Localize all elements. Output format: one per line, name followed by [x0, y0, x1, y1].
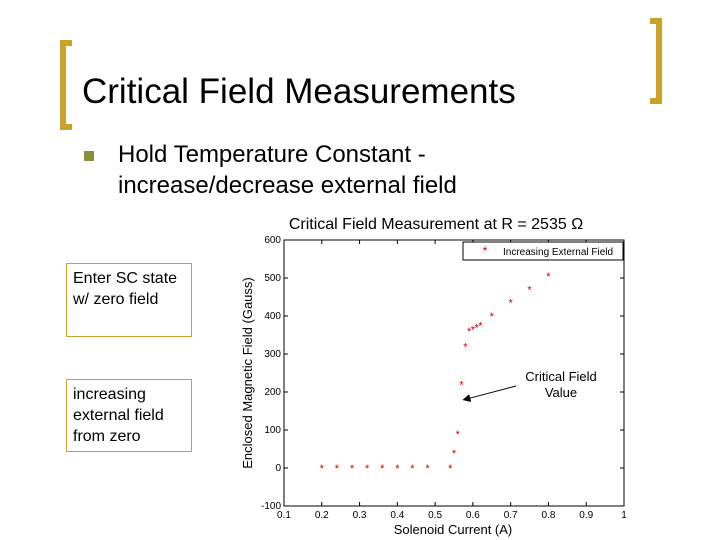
- data-point: *: [490, 311, 495, 323]
- data-point: *: [463, 341, 468, 353]
- chart-legend: * Increasing External Field: [462, 241, 624, 261]
- data-point: *: [320, 463, 325, 475]
- data-point: *: [478, 321, 483, 333]
- slide-title: Critical Field Measurements: [82, 72, 516, 111]
- y-tick-label: 600: [264, 235, 281, 246]
- legend-marker-icon: *: [483, 244, 488, 258]
- bullet-text: Hold Temperature Constant - increase/dec…: [118, 141, 457, 199]
- left-bracket-decoration: [60, 40, 72, 130]
- legend-label: Increasing External Field: [503, 247, 613, 258]
- data-point: *: [452, 448, 457, 460]
- y-tick-label: 100: [264, 425, 281, 436]
- callout-increasing-field: increasing external field from zero: [66, 379, 192, 452]
- data-point: *: [467, 326, 472, 338]
- bullet-square-icon: [84, 151, 94, 161]
- y-tick-label: 200: [264, 387, 281, 398]
- x-tick-label: 0.8: [541, 510, 555, 521]
- annotation-arrow: [462, 385, 517, 402]
- data-point: *: [410, 463, 415, 475]
- annotation-critical-field: Critical Field Value: [525, 369, 597, 400]
- y-tick-label: 500: [264, 273, 281, 284]
- y-tick-label: 400: [264, 311, 281, 322]
- data-point: *: [425, 463, 430, 475]
- data-point: *: [448, 463, 453, 475]
- data-point: *: [456, 429, 461, 441]
- y-tick-label: 300: [264, 349, 281, 360]
- x-tick-label: 0.1: [277, 510, 291, 521]
- y-tick-label: 0: [275, 463, 281, 474]
- critical-field-chart: Critical Field Measurement at R = 2535 Ω…: [240, 216, 627, 537]
- data-point: *: [509, 298, 514, 310]
- x-tick-label: 1: [621, 510, 627, 521]
- data-point: *: [546, 271, 551, 283]
- data-point: *: [335, 463, 340, 475]
- y-tick-label: -100: [261, 501, 281, 512]
- data-point: *: [471, 324, 476, 336]
- data-point: *: [527, 284, 532, 296]
- data-point: *: [395, 463, 400, 475]
- plot-area-frame: [283, 239, 625, 507]
- x-tick-label: 0.5: [428, 510, 442, 521]
- chart-title: Critical Field Measurement at R = 2535 Ω: [289, 216, 583, 233]
- data-point: *: [380, 463, 385, 475]
- x-tick-label: 0.7: [504, 510, 518, 521]
- data-point: *: [459, 379, 464, 391]
- right-bracket-decoration: [650, 18, 662, 104]
- legend-box: [462, 241, 624, 261]
- x-tick-label: 0.2: [315, 510, 329, 521]
- data-point: *: [365, 463, 370, 475]
- x-tick-label: 0.9: [579, 510, 593, 521]
- x-tick-label: 0.3: [353, 510, 367, 521]
- data-point: *: [350, 463, 355, 475]
- x-tick-label: 0.6: [466, 510, 480, 521]
- callout-zero-field: Enter SC state w/ zero field: [66, 263, 192, 337]
- chart-y-axis-label: Enclosed Magnetic Field (Gauss): [240, 277, 255, 468]
- chart-x-axis-label: Solenoid Current (A): [394, 522, 513, 537]
- x-tick-label: 0.4: [390, 510, 404, 521]
- data-point: *: [475, 322, 480, 334]
